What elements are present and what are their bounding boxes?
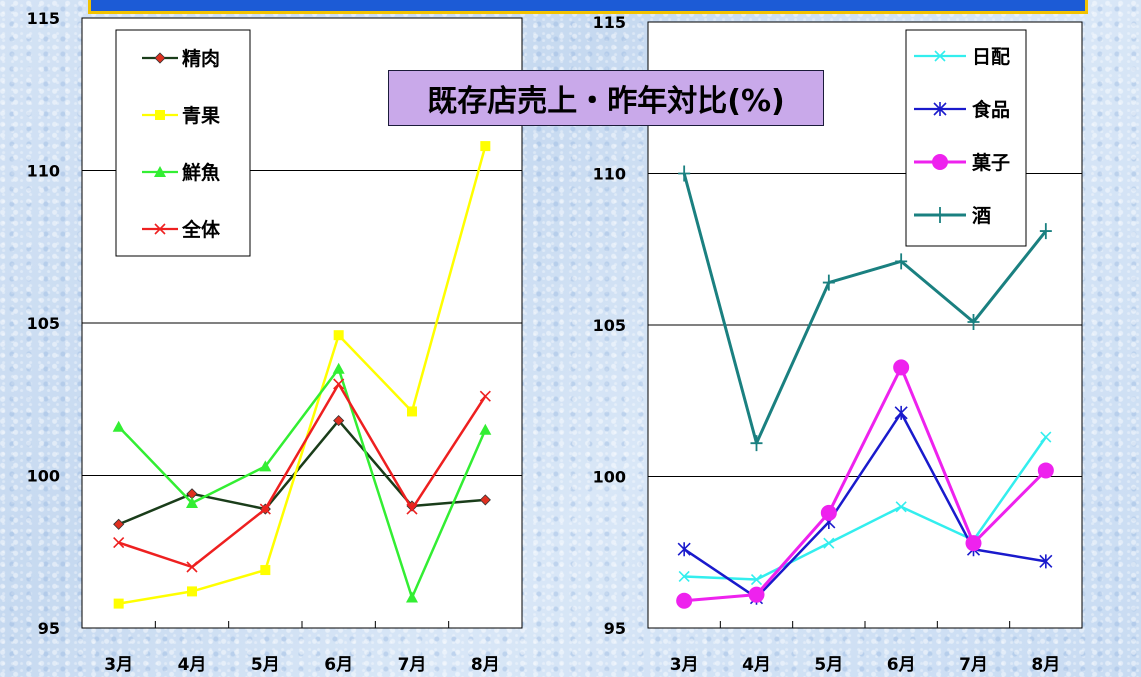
legend-marker <box>932 154 948 170</box>
data-point <box>113 537 125 549</box>
data-point <box>1037 462 1054 479</box>
legend-label: 日配 <box>972 46 1010 68</box>
series-line-酒 <box>682 173 1048 445</box>
y-tick-label: 105 <box>27 314 60 333</box>
legend-marker <box>933 102 947 116</box>
data-point <box>259 460 272 472</box>
data-point <box>113 518 125 530</box>
legend-marker <box>154 52 166 64</box>
data-point <box>822 274 835 291</box>
data-point <box>112 420 125 432</box>
legend-label: 全体 <box>181 218 221 241</box>
data-point <box>479 390 491 402</box>
y-tick-label: 115 <box>27 9 60 28</box>
y-tick-label: 100 <box>593 468 626 487</box>
x-tick-label: 5月 <box>814 655 843 675</box>
legend-box <box>905 29 1027 247</box>
x-tick-label: 3月 <box>670 655 699 675</box>
y-tick-label: 95 <box>604 619 626 638</box>
data-point <box>677 542 691 557</box>
y-tick-label: 115 <box>593 13 626 32</box>
x-tick-label: 8月 <box>1031 655 1060 675</box>
series-line-全体 <box>118 382 487 569</box>
data-point <box>676 592 693 609</box>
series-line-鮮魚 <box>117 367 487 599</box>
x-tick-label: 5月 <box>251 655 280 675</box>
legend-label: 食品 <box>972 98 1010 121</box>
data-point <box>678 165 691 182</box>
data-point <box>750 573 763 586</box>
data-point <box>1040 431 1052 443</box>
data-point <box>406 591 418 603</box>
top-banner <box>88 0 1088 14</box>
x-tick-label: 8月 <box>471 655 500 675</box>
legend-label: 青果 <box>182 105 220 127</box>
x-tick-label: 4月 <box>178 655 207 675</box>
data-point <box>750 435 763 452</box>
data-point <box>407 406 417 417</box>
data-point <box>333 378 345 390</box>
data-point <box>333 415 345 427</box>
legend-label: 精肉 <box>182 47 220 70</box>
data-point <box>113 598 124 609</box>
legend-label: 酒 <box>972 205 991 227</box>
data-point <box>895 501 907 513</box>
data-point <box>895 253 908 270</box>
data-point <box>1039 554 1053 569</box>
y-tick-label: 95 <box>38 619 60 638</box>
x-tick-label: 4月 <box>742 655 771 675</box>
series-line-菓子 <box>684 365 1047 603</box>
y-tick-label: 105 <box>593 316 626 335</box>
data-point <box>894 405 908 420</box>
y-tick-label: 110 <box>27 162 60 181</box>
data-point <box>678 570 690 583</box>
series-line-精肉 <box>118 419 486 526</box>
legend-label: 鮮魚 <box>182 161 220 184</box>
x-tick-label: 3月 <box>104 655 133 675</box>
data-point <box>479 423 492 435</box>
data-point <box>893 359 910 376</box>
x-tick-label: 6月 <box>887 655 916 675</box>
series-line-食品 <box>683 411 1047 599</box>
data-point <box>187 586 197 597</box>
data-point <box>823 537 835 549</box>
legend-box <box>115 29 251 257</box>
y-tick-label: 110 <box>593 165 626 184</box>
data-point <box>332 362 345 374</box>
data-point <box>965 535 982 552</box>
legend-label: 菓子 <box>971 151 1010 174</box>
chart-title: 既存店売上・昨年対比(%) <box>388 70 824 126</box>
data-point <box>406 503 418 515</box>
legend-marker <box>155 110 165 120</box>
data-point <box>820 504 837 521</box>
legend-marker <box>934 207 946 223</box>
data-point <box>260 565 271 576</box>
data-point <box>967 313 980 330</box>
data-point <box>186 561 198 573</box>
x-tick-label: 6月 <box>324 655 353 675</box>
data-point <box>480 141 491 152</box>
legend-marker <box>154 166 166 177</box>
y-tick-label: 100 <box>27 467 60 486</box>
legend-marker <box>154 223 166 235</box>
x-tick-label: 7月 <box>398 655 427 675</box>
data-point <box>259 503 271 515</box>
series-line-日配 <box>684 436 1047 581</box>
data-point <box>1039 223 1052 240</box>
data-point <box>186 496 198 508</box>
x-tick-label: 7月 <box>959 655 988 675</box>
data-point <box>748 586 765 603</box>
data-point <box>333 330 344 341</box>
series-line-青果 <box>118 145 487 605</box>
legend-marker <box>934 50 946 62</box>
data-point <box>479 494 491 506</box>
